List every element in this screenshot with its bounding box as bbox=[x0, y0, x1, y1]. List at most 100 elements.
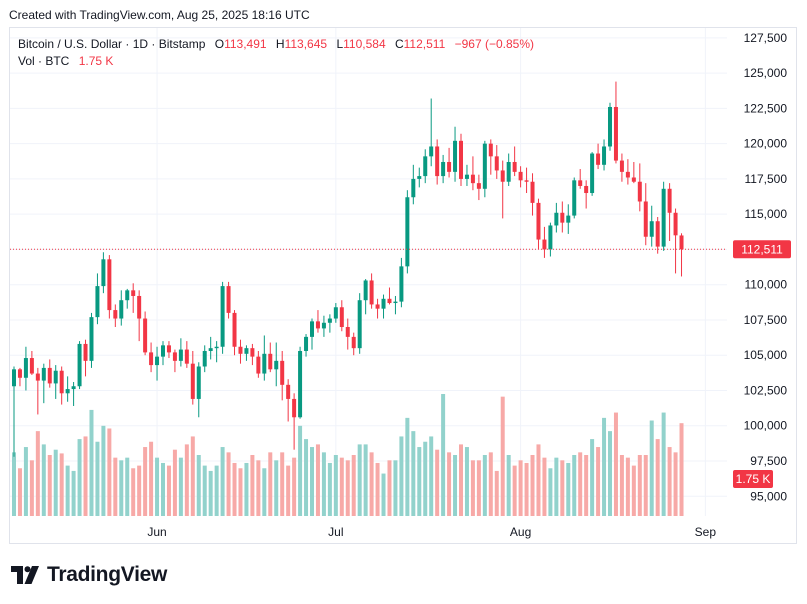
candle-body bbox=[184, 349, 189, 364]
volume-bar bbox=[417, 447, 422, 516]
volume-bar bbox=[41, 444, 46, 516]
candle-body bbox=[441, 161, 446, 177]
close-label: C bbox=[394, 37, 404, 51]
volume-bar bbox=[202, 465, 207, 516]
x-tick-label: Jun bbox=[147, 525, 166, 539]
y-tick-label: 97,500 bbox=[750, 454, 787, 468]
volume-bar bbox=[178, 457, 183, 516]
candle-body bbox=[619, 160, 624, 172]
candle-body bbox=[667, 188, 672, 213]
volume-bar bbox=[47, 455, 52, 516]
volume-bar bbox=[143, 447, 148, 516]
candle-body bbox=[101, 259, 106, 287]
candle-body bbox=[369, 280, 374, 305]
volume-bar bbox=[560, 460, 565, 516]
candle-body bbox=[363, 280, 368, 301]
volume-bar bbox=[262, 468, 267, 516]
tradingview-logo[interactable]: TradingView bbox=[11, 563, 167, 587]
volume-bar bbox=[399, 436, 404, 516]
volume-bar bbox=[542, 457, 547, 516]
candle-body bbox=[196, 366, 201, 399]
y-tick-label: 120,000 bbox=[744, 137, 788, 151]
volume-bar bbox=[649, 420, 654, 516]
last-volume-label: 1.75 K bbox=[736, 472, 771, 486]
candle-body bbox=[35, 373, 40, 381]
candle-body bbox=[137, 295, 142, 319]
candle-body bbox=[149, 352, 154, 366]
symbol-description: Bitcoin / U.S. Dollar · 1D · Bitstamp bbox=[18, 37, 206, 51]
candle-body bbox=[280, 360, 285, 385]
candle-body bbox=[41, 367, 46, 381]
candle-body bbox=[161, 345, 165, 357]
candle-body bbox=[208, 348, 213, 351]
volume-bar bbox=[506, 455, 511, 516]
candle-body bbox=[190, 363, 195, 399]
candle-body bbox=[23, 358, 28, 378]
candle-body bbox=[548, 225, 553, 250]
candle-body bbox=[12, 369, 16, 387]
candle-body bbox=[310, 321, 314, 337]
candle-body bbox=[530, 181, 535, 203]
volume-bar bbox=[149, 441, 154, 516]
last-price-label: 112,511 bbox=[741, 242, 783, 256]
volume-bar bbox=[631, 465, 636, 516]
candle-body bbox=[327, 318, 332, 323]
candle-body bbox=[500, 170, 505, 182]
volume-bar bbox=[292, 457, 297, 516]
candle-body bbox=[119, 300, 124, 319]
volume-bar bbox=[637, 455, 642, 516]
candle-body bbox=[608, 106, 612, 147]
volume-bar bbox=[274, 460, 279, 516]
volume-bar bbox=[77, 439, 82, 516]
candle-body bbox=[244, 348, 249, 354]
volume-bar bbox=[667, 447, 672, 516]
volume-bar bbox=[518, 460, 523, 516]
volume-bar bbox=[59, 453, 64, 516]
volume-bar bbox=[613, 412, 618, 516]
volume-bar bbox=[673, 452, 678, 516]
candle-body bbox=[77, 343, 82, 387]
y-tick-label: 127,500 bbox=[744, 31, 788, 45]
volume-bar bbox=[161, 462, 165, 516]
candle-body bbox=[83, 343, 88, 361]
x-tick-label: Aug bbox=[510, 525, 531, 539]
candle-body bbox=[375, 304, 380, 309]
created-with-header: Created with TradingView.com, Aug 25, 20… bbox=[9, 8, 310, 22]
volume-bar bbox=[65, 465, 70, 516]
volume-bar bbox=[268, 452, 273, 516]
y-tick-label: 117,500 bbox=[745, 172, 788, 186]
candle-body bbox=[47, 367, 52, 384]
legend-row-price: Bitcoin / U.S. Dollar · 1D · Bitstamp O1… bbox=[18, 36, 534, 53]
volume-bar bbox=[23, 447, 28, 516]
volume-bar bbox=[172, 449, 177, 516]
volume-bar bbox=[256, 460, 261, 516]
volume-bar bbox=[166, 465, 171, 516]
volume-bar bbox=[411, 431, 416, 516]
volume-bar bbox=[470, 460, 475, 516]
candle-body bbox=[393, 301, 398, 304]
low-label: L bbox=[336, 37, 344, 51]
candle-body bbox=[590, 153, 595, 194]
candle-body bbox=[411, 178, 416, 198]
tradingview-logo-icon bbox=[11, 566, 39, 584]
volume-bar bbox=[423, 441, 428, 516]
volume-bar bbox=[357, 444, 362, 516]
candle-body bbox=[95, 286, 100, 318]
legend-row-volume: Vol · BTC 1.75 K bbox=[18, 53, 534, 70]
candle-body bbox=[417, 176, 422, 179]
candle-body bbox=[220, 286, 225, 347]
candle-body bbox=[566, 215, 571, 223]
candle-body bbox=[321, 322, 326, 329]
high-label: H bbox=[275, 37, 285, 51]
y-tick-label: 105,000 bbox=[744, 348, 788, 362]
candle-body bbox=[399, 266, 404, 302]
volume-bar bbox=[655, 439, 660, 516]
candle-body bbox=[250, 348, 255, 357]
candle-body bbox=[232, 312, 237, 347]
volume-bar bbox=[548, 468, 553, 516]
volume-value: 1.75 K bbox=[78, 54, 114, 68]
candle-body bbox=[506, 161, 511, 182]
volume-bar bbox=[95, 441, 100, 516]
volume-bar bbox=[584, 455, 589, 516]
